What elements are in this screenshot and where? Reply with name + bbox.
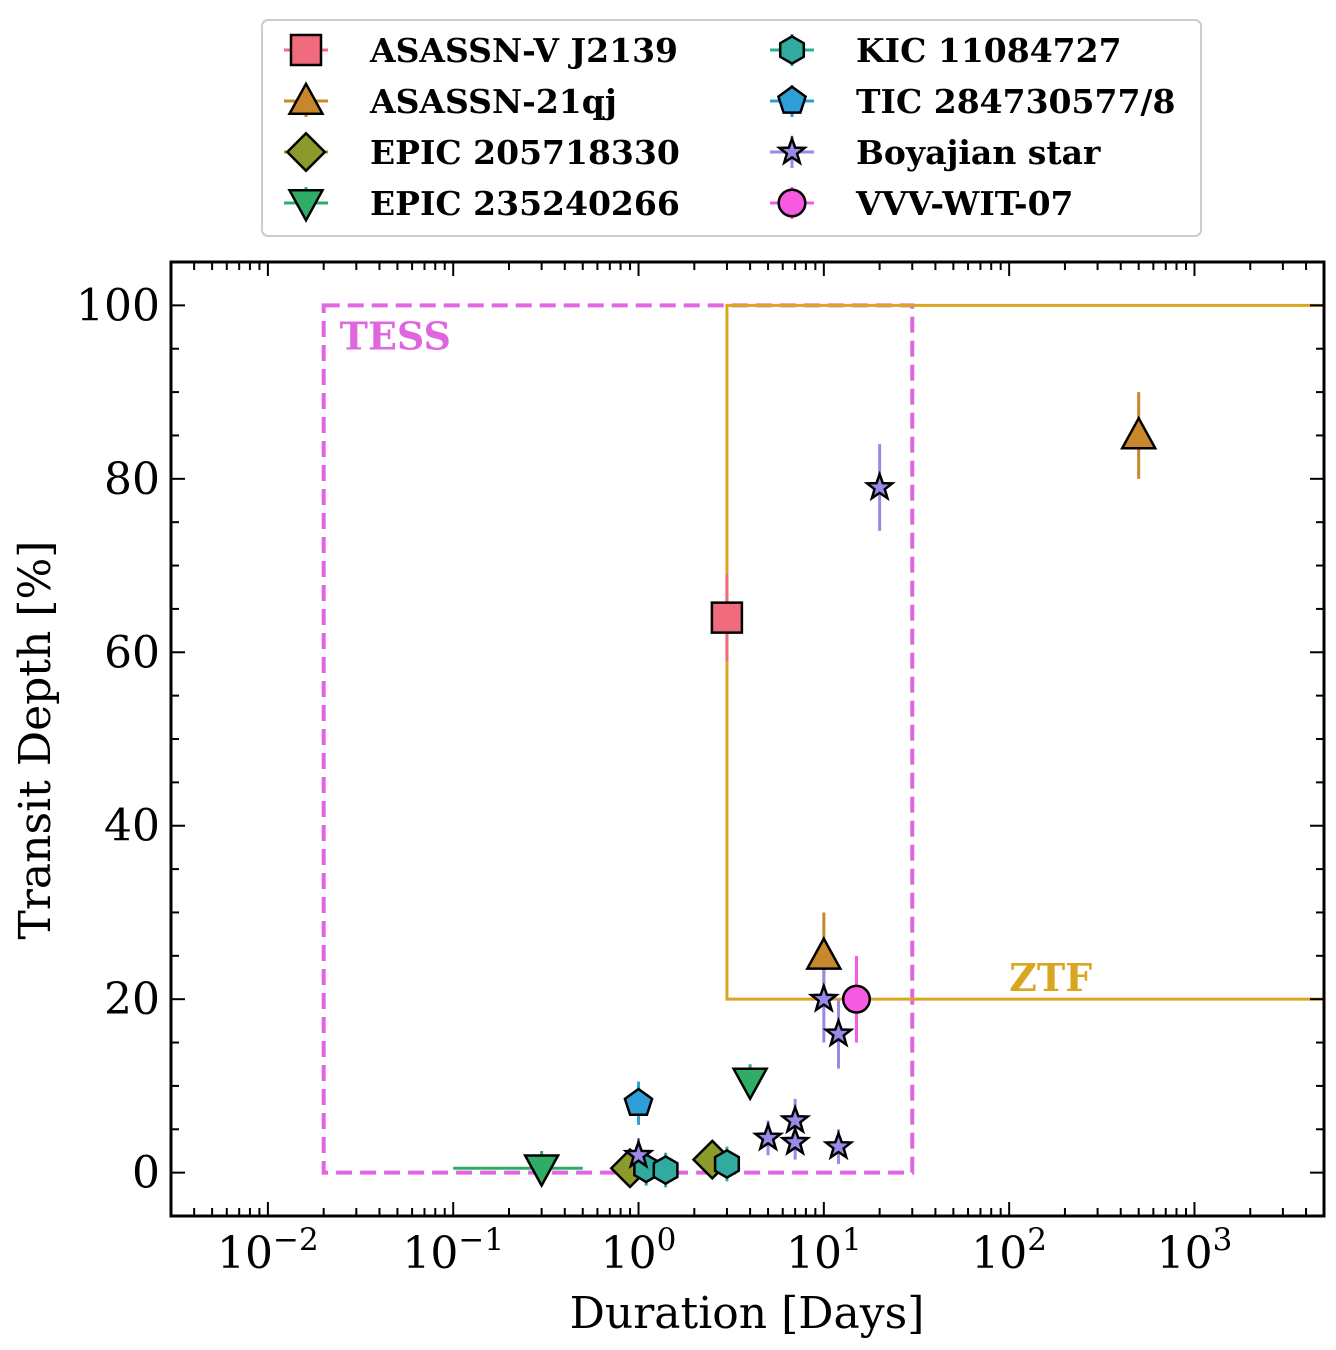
x-tick-label: 103 — [1157, 1222, 1233, 1279]
x-axis-ticks: 10−2 10−1 100 101 102 103 — [170, 262, 1325, 1279]
legend-marker — [777, 188, 807, 218]
point-boyajian-star — [863, 470, 896, 502]
legend-label: TIC 284730577/8 — [856, 82, 1175, 121]
y-axis-ticks: 0 20 40 60 80 100 — [76, 280, 1324, 1199]
x-tick-label: 101 — [786, 1222, 862, 1279]
legend-label: ASASSN-21qj — [369, 82, 617, 121]
y-axis-title: Transit Depth [%] — [10, 541, 61, 940]
point-boyajian-star — [779, 1125, 812, 1157]
point-asassn-v-j2139 — [710, 601, 744, 634]
region-label-tess: TESS — [340, 313, 451, 358]
point-boyajian-star — [622, 1138, 655, 1170]
legend-label: KIC 11084727 — [856, 31, 1122, 70]
legend-label: ASASSN-V J2139 — [369, 31, 678, 70]
legend-label: VVV-WIT-07 — [855, 184, 1074, 223]
point-epic-235240266 — [731, 1067, 769, 1102]
legend-box — [261, 19, 1202, 237]
y-tick-label: 40 — [104, 801, 160, 852]
y-tick-label: 20 — [104, 974, 160, 1025]
legend: ASASSN-V J2139 ASASSN-21qj EPIC 205718330 E… — [284, 31, 1175, 223]
legend-marker — [285, 131, 327, 173]
data-markers — [522, 415, 1158, 1189]
legend-marker — [778, 34, 806, 66]
y-tick-label: 60 — [104, 627, 160, 678]
point-asassn-21qj — [1120, 415, 1158, 450]
point-vvv-wit-07 — [841, 984, 872, 1014]
x-tick-label: 10−1 — [402, 1222, 504, 1279]
legend-label: Boyajian star — [856, 133, 1101, 172]
point-kic-11084727 — [652, 1154, 679, 1186]
region-ztf-outline — [725, 303, 1324, 1001]
legend-label: EPIC 235240266 — [370, 184, 680, 223]
point-boyajian-star — [822, 1129, 855, 1161]
y-tick-label: 100 — [76, 280, 160, 331]
legend-marker — [289, 33, 323, 67]
legend-marker — [287, 81, 325, 116]
error-bars — [453, 392, 1141, 1188]
x-tick-label: 100 — [601, 1222, 677, 1279]
x-tick-label: 102 — [971, 1222, 1047, 1279]
legend-label: EPIC 205718330 — [370, 133, 680, 172]
point-asassn-21qj — [805, 936, 843, 970]
y-tick-label: 0 — [132, 1148, 160, 1199]
point-tic-284730577-8 — [623, 1087, 654, 1117]
legend-marker — [775, 135, 809, 166]
region-tess-box — [321, 303, 915, 1175]
point-kic-11084727 — [713, 1148, 741, 1180]
point-epic-235240266 — [522, 1154, 561, 1189]
legend-marker — [776, 85, 808, 114]
point-boyajian-star — [807, 982, 840, 1013]
x-tick-label: 10−2 — [217, 1222, 319, 1279]
legend-marker — [287, 189, 325, 223]
region-label-ztf: ZTF — [1009, 955, 1092, 1000]
point-boyajian-star — [822, 1017, 855, 1048]
y-tick-label: 80 — [104, 454, 160, 505]
x-axis-title: Duration [Days] — [570, 1288, 925, 1339]
point-boyajian-star — [751, 1120, 785, 1152]
